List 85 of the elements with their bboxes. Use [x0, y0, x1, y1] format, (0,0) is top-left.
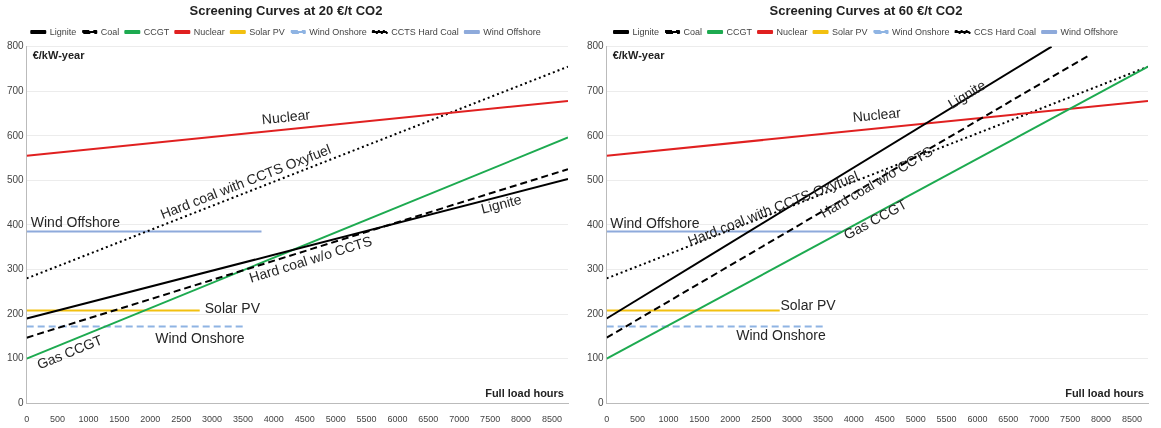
legend-label: Wind Offshore	[1060, 26, 1118, 37]
x-tick-label: 4000	[263, 414, 284, 425]
annotation: Wind Offshore	[30, 213, 121, 230]
x-tick-label: 2500	[751, 414, 772, 425]
y-tick-label: 500	[587, 174, 605, 186]
x-tick-label: 500	[50, 414, 66, 425]
x-tick-label: 5500	[936, 414, 957, 425]
x-tick-label: 1500	[109, 414, 130, 425]
annotation: Gas CCGT	[34, 331, 106, 373]
x-axis-title: Full load hours	[485, 386, 564, 399]
x-tick-label: 4000	[843, 414, 864, 425]
x-tick-label: 4500	[874, 414, 895, 425]
x-tick-label: 2500	[171, 414, 192, 425]
x-tick-label: 5000	[325, 414, 346, 425]
y-axis-title: €/kW-year	[612, 49, 666, 62]
legend-label: Solar PV	[249, 26, 285, 37]
y-tick-label: 700	[7, 84, 25, 96]
annotation: Nuclear	[851, 104, 902, 126]
legend-label: Wind Onshore	[892, 26, 950, 37]
x-tick-label: 6500	[418, 414, 439, 425]
y-tick-label: 0	[18, 396, 25, 408]
y-tick-label: 700	[587, 84, 605, 96]
x-tick-label: 8000	[1091, 414, 1112, 425]
x-tick-label: 4500	[294, 414, 315, 425]
x-tick-label: 3500	[812, 414, 833, 425]
x-tick-label: 3500	[232, 414, 253, 425]
x-tick-label: 6500	[998, 414, 1019, 425]
x-tick-label: 2000	[140, 414, 161, 425]
y-tick-label: 100	[587, 352, 605, 364]
y-tick-label: 500	[7, 174, 25, 186]
legend-label: Coal	[100, 26, 120, 37]
legend-label: Nuclear	[776, 26, 808, 37]
legend-label: Coal	[683, 26, 703, 37]
x-tick-label: 8500	[1121, 414, 1142, 425]
legend-label: Lignite	[49, 26, 77, 37]
x-tick-label: 8000	[511, 414, 532, 425]
x-tick-label: 7000	[1029, 414, 1050, 425]
chart-title: Screening Curves at 20 €/t CO2	[189, 3, 383, 19]
x-tick-label: 1500	[689, 414, 710, 425]
x-tick-label: 3000	[782, 414, 803, 425]
x-tick-label: 7500	[1060, 414, 1081, 425]
chart-title: Screening Curves at 60 €/t CO2	[769, 3, 963, 19]
x-tick-label: 500	[630, 414, 646, 425]
x-tick-label: 7500	[480, 414, 501, 425]
x-tick-label: 8500	[541, 414, 562, 425]
y-tick-label: 200	[587, 307, 605, 319]
x-tick-label: 5000	[905, 414, 926, 425]
y-tick-label: 800	[587, 40, 605, 52]
y-tick-label: 100	[7, 352, 25, 364]
legend-label: CCGT	[726, 26, 753, 37]
y-tick-label: 400	[587, 218, 605, 230]
x-tick-label: 1000	[658, 414, 679, 425]
annotation: Lignite	[479, 190, 524, 217]
annotation: Wind Offshore	[610, 214, 700, 231]
annotation: Wind Onshore	[155, 329, 245, 346]
annotation: Solar PV	[780, 297, 837, 314]
y-tick-label: 300	[587, 263, 605, 275]
x-tick-label: 6000	[967, 414, 988, 425]
y-tick-label: 200	[7, 307, 25, 319]
x-axis-title: Full load hours	[1065, 386, 1144, 399]
y-tick-label: 600	[7, 129, 25, 141]
x-tick-label: 5500	[356, 414, 377, 425]
x-tick-label: 1000	[78, 414, 99, 425]
y-tick-label: 400	[7, 218, 25, 230]
y-tick-label: 0	[598, 396, 605, 408]
legend-label: CCTS Hard Coal	[391, 26, 459, 37]
x-tick-label: 6000	[387, 414, 408, 425]
legend-label: Wind Onshore	[309, 26, 367, 37]
legend-label: CCGT	[143, 26, 170, 37]
legend-label: Nuclear	[193, 26, 225, 37]
y-tick-label: 800	[7, 40, 25, 52]
legend-label: Wind Offshore	[483, 26, 541, 37]
annotation: Solar PV	[204, 299, 261, 316]
x-tick-label: 2000	[720, 414, 741, 425]
y-axis-title: €/kW-year	[32, 49, 86, 62]
legend-label: CCS Hard Coal	[974, 26, 1037, 37]
legend-label: Solar PV	[832, 26, 868, 37]
y-tick-label: 600	[587, 129, 605, 141]
annotation: Wind Onshore	[736, 326, 826, 343]
x-tick-label: 3000	[202, 414, 223, 425]
x-tick-label: 7000	[449, 414, 470, 425]
annotation: Nuclear	[261, 106, 311, 128]
y-tick-label: 300	[7, 263, 25, 275]
legend-label: Lignite	[632, 26, 660, 37]
annotation: Hard coal w/o CCTS	[247, 232, 374, 286]
